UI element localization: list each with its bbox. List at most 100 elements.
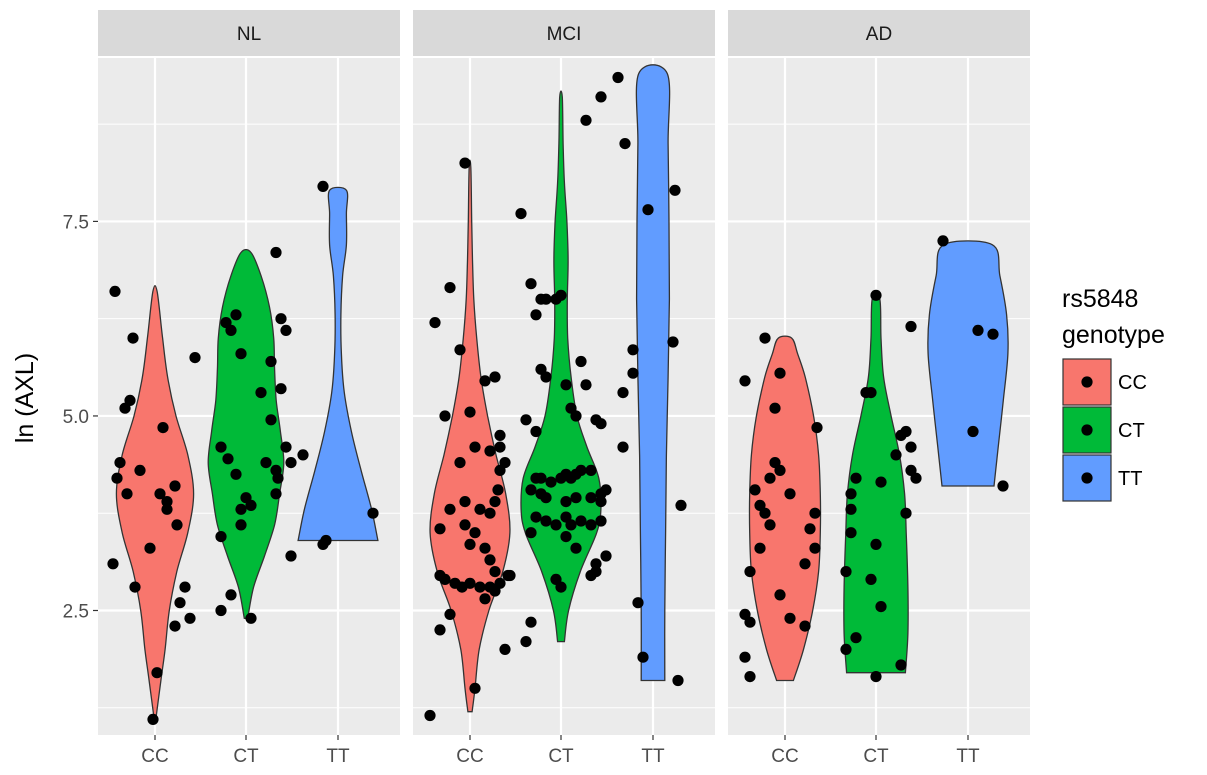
data-point	[285, 550, 297, 562]
data-point	[600, 484, 612, 496]
legend-keys: CC CT TT	[1062, 358, 1147, 502]
data-point	[235, 503, 247, 515]
data-point	[124, 394, 136, 406]
data-point	[454, 457, 466, 469]
data-point	[937, 235, 949, 247]
violin-AD-CC	[748, 335, 822, 682]
data-point	[967, 425, 979, 438]
data-point	[530, 425, 542, 438]
data-point	[540, 515, 552, 527]
data-point	[525, 278, 537, 290]
x-tick-label: CC	[141, 746, 168, 767]
data-point	[459, 157, 471, 169]
legend-label: CC	[1118, 372, 1147, 394]
data-point	[905, 320, 917, 333]
data-point	[424, 709, 436, 722]
data-point	[147, 713, 159, 726]
data-point	[585, 519, 597, 531]
data-point	[575, 355, 587, 368]
data-point	[627, 367, 639, 379]
x-tick-label: CT	[548, 746, 574, 767]
data-point	[667, 336, 679, 348]
data-point	[530, 309, 542, 321]
data-point	[434, 624, 446, 636]
x-tick-label: CC	[456, 746, 483, 767]
data-point	[540, 293, 552, 305]
data-point	[439, 410, 451, 422]
data-point	[585, 464, 597, 476]
data-point	[627, 344, 639, 356]
legend-swatch	[1062, 406, 1112, 454]
data-point	[489, 496, 501, 508]
data-point	[134, 464, 146, 476]
data-point	[270, 464, 282, 476]
data-point	[784, 488, 796, 500]
data-point	[494, 464, 506, 476]
data-point	[550, 519, 562, 531]
data-point	[570, 542, 582, 554]
data-point	[459, 519, 471, 531]
data-point	[764, 519, 776, 531]
data-point	[469, 682, 481, 694]
data-point	[672, 674, 684, 687]
facet-strip-MCI	[413, 10, 715, 56]
data-point	[895, 659, 907, 671]
data-point	[875, 476, 887, 488]
legend-point-symbol	[1081, 472, 1093, 484]
data-point	[840, 643, 852, 656]
data-point	[494, 441, 506, 453]
data-point	[525, 484, 537, 496]
data-point	[479, 593, 491, 605]
data-point	[530, 511, 542, 523]
data-point	[570, 410, 582, 422]
data-point	[595, 515, 607, 527]
data-point	[580, 114, 592, 126]
data-point	[235, 519, 247, 531]
data-point	[255, 387, 267, 399]
x-tick-label: CC	[771, 746, 798, 767]
legend-label: TT	[1118, 468, 1142, 490]
data-point	[454, 344, 466, 356]
data-point	[799, 620, 811, 632]
data-point	[434, 523, 446, 535]
data-point	[265, 355, 277, 368]
data-point	[474, 581, 486, 593]
data-point	[580, 379, 592, 391]
y-tick-label: 5.0	[63, 407, 89, 428]
data-point	[489, 585, 501, 597]
data-point	[535, 472, 547, 484]
data-point	[154, 488, 166, 500]
facet-strip-label: AD	[866, 24, 892, 45]
data-point	[169, 620, 181, 632]
data-point	[860, 387, 872, 399]
violin-NL-TT	[297, 186, 379, 542]
x-tick-label: TT	[326, 746, 350, 767]
violin-MCI-TT	[635, 64, 671, 682]
data-point	[540, 492, 552, 504]
data-point	[184, 612, 196, 624]
data-point	[129, 581, 141, 593]
data-point	[297, 449, 309, 461]
data-point	[469, 441, 481, 453]
data-point	[617, 387, 629, 399]
facet-strip-AD	[728, 10, 1030, 56]
data-point	[560, 496, 572, 508]
data-point	[479, 542, 491, 554]
data-point	[744, 616, 756, 628]
data-point	[107, 558, 119, 570]
data-point	[590, 558, 602, 570]
data-point	[275, 313, 287, 325]
data-point	[121, 488, 133, 500]
data-point	[739, 651, 751, 663]
data-point	[560, 531, 572, 543]
data-point	[669, 184, 681, 196]
facet-strip-label: MCI	[547, 24, 582, 45]
legend-point-symbol	[1081, 376, 1093, 388]
data-point	[429, 317, 441, 329]
legend-key-CC: CC	[1062, 358, 1147, 406]
data-point	[585, 569, 597, 582]
data-point	[769, 402, 781, 414]
facet-strip-label: NL	[237, 24, 261, 45]
data-point	[179, 581, 191, 593]
